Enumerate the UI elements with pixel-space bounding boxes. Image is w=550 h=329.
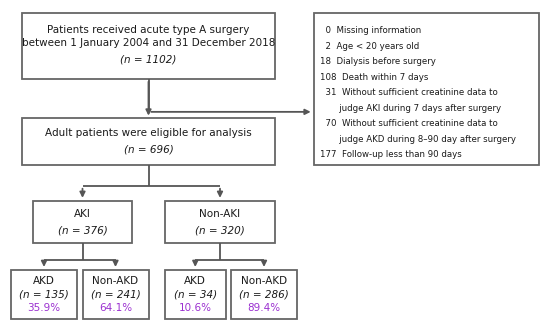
Text: (n = 135): (n = 135) <box>19 290 69 299</box>
Text: Patients received acute type A surgery: Patients received acute type A surgery <box>47 25 250 35</box>
Text: between 1 January 2004 and 31 December 2018: between 1 January 2004 and 31 December 2… <box>22 38 275 48</box>
Text: 89.4%: 89.4% <box>248 303 280 313</box>
Text: 2  Age < 20 years old: 2 Age < 20 years old <box>320 42 419 51</box>
Text: (n = 1102): (n = 1102) <box>120 54 177 64</box>
Text: (n = 286): (n = 286) <box>239 290 289 299</box>
Text: 35.9%: 35.9% <box>28 303 60 313</box>
Text: Non-AKD: Non-AKD <box>241 276 287 286</box>
Text: 70  Without sufficient creatinine data to: 70 Without sufficient creatinine data to <box>320 119 498 128</box>
FancyBboxPatch shape <box>22 13 275 79</box>
FancyBboxPatch shape <box>82 270 148 319</box>
Text: (n = 320): (n = 320) <box>195 225 245 235</box>
Text: 18  Dialysis before surgery: 18 Dialysis before surgery <box>320 57 436 66</box>
Text: (n = 34): (n = 34) <box>174 290 217 299</box>
FancyBboxPatch shape <box>33 201 132 243</box>
Text: 31  Without sufficient creatinine data to: 31 Without sufficient creatinine data to <box>320 88 498 97</box>
FancyBboxPatch shape <box>231 270 297 319</box>
Text: AKI: AKI <box>74 209 91 219</box>
FancyBboxPatch shape <box>22 118 275 164</box>
Text: Non-AKI: Non-AKI <box>200 209 240 219</box>
Text: 0  Missing information: 0 Missing information <box>320 26 421 35</box>
Text: 177  Follow-up less than 90 days: 177 Follow-up less than 90 days <box>320 150 462 159</box>
FancyBboxPatch shape <box>165 201 275 243</box>
Text: (n = 696): (n = 696) <box>124 145 173 155</box>
Text: 64.1%: 64.1% <box>99 303 132 313</box>
Text: Adult patients were eligible for analysis: Adult patients were eligible for analysi… <box>45 128 252 138</box>
Text: judge AKD during 8–90 day after surgery: judge AKD during 8–90 day after surgery <box>320 135 516 143</box>
Text: AKD: AKD <box>184 276 206 286</box>
Text: 108  Death within 7 days: 108 Death within 7 days <box>320 73 428 82</box>
FancyBboxPatch shape <box>165 270 226 319</box>
FancyBboxPatch shape <box>11 270 77 319</box>
FancyBboxPatch shape <box>314 13 539 164</box>
Text: (n = 376): (n = 376) <box>58 225 107 235</box>
Text: (n = 241): (n = 241) <box>91 290 140 299</box>
Text: AKD: AKD <box>33 276 55 286</box>
Text: judge AKI during 7 days after surgery: judge AKI during 7 days after surgery <box>320 104 501 113</box>
Text: 10.6%: 10.6% <box>179 303 212 313</box>
Text: Non-AKD: Non-AKD <box>92 276 139 286</box>
